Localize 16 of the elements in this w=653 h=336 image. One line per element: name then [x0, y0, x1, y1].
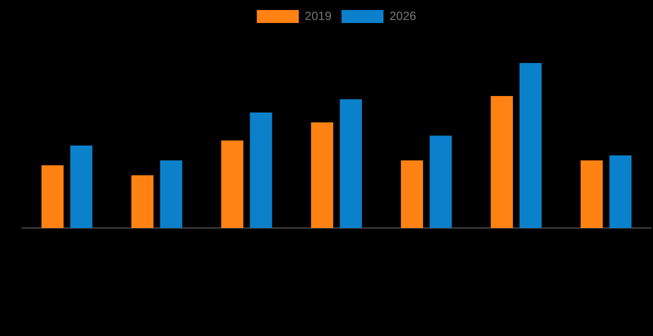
bar: [160, 160, 182, 228]
bar: [221, 140, 244, 228]
bar: [311, 122, 334, 228]
bar: [430, 136, 452, 228]
bar: [41, 165, 64, 228]
bar: [250, 112, 272, 228]
legend-label: 2026: [390, 8, 417, 23]
bar: [70, 146, 92, 228]
bar: [609, 155, 632, 228]
bar: [580, 160, 603, 228]
bar: [131, 175, 154, 228]
bar: [520, 63, 542, 228]
bar: [340, 99, 362, 228]
legend-label: 2019: [304, 8, 332, 23]
bar: [400, 160, 424, 228]
bar: [490, 96, 513, 228]
